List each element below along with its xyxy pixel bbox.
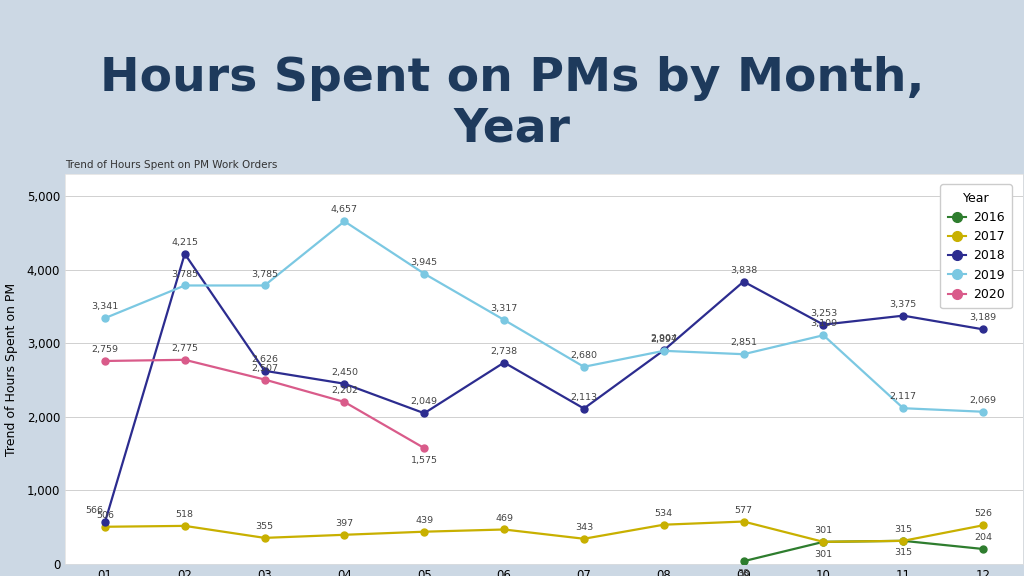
Text: 2,450: 2,450 <box>331 367 358 377</box>
Text: 4,215: 4,215 <box>171 238 199 247</box>
Text: 343: 343 <box>574 523 593 532</box>
Text: 38: 38 <box>737 569 750 576</box>
Text: 301: 301 <box>814 550 833 559</box>
Text: 2,904: 2,904 <box>650 334 677 343</box>
Text: 2,775: 2,775 <box>171 344 199 353</box>
Text: 315: 315 <box>894 548 912 558</box>
Text: 2,117: 2,117 <box>890 392 916 401</box>
Text: Trend of Hours Spent on PM Work Orders: Trend of Hours Spent on PM Work Orders <box>65 161 278 170</box>
Text: 397: 397 <box>335 519 353 528</box>
Text: 3,945: 3,945 <box>411 258 438 267</box>
Text: 3,838: 3,838 <box>730 266 757 275</box>
Text: 518: 518 <box>176 510 194 519</box>
Text: 469: 469 <box>495 514 513 522</box>
Text: 2,759: 2,759 <box>91 345 119 354</box>
Text: 2,113: 2,113 <box>570 393 597 401</box>
Text: 506: 506 <box>96 511 114 520</box>
Text: 4,657: 4,657 <box>331 206 358 214</box>
Text: 204: 204 <box>974 533 992 542</box>
Text: 3,785: 3,785 <box>171 270 199 279</box>
Y-axis label: Trend of Hours Spent on PM: Trend of Hours Spent on PM <box>5 282 18 456</box>
Text: 2,897: 2,897 <box>650 335 677 344</box>
Text: 301: 301 <box>814 526 833 535</box>
Text: 3,341: 3,341 <box>91 302 119 311</box>
Text: 315: 315 <box>894 525 912 534</box>
Text: 2,738: 2,738 <box>490 347 518 355</box>
Text: 2,507: 2,507 <box>251 363 279 373</box>
Text: 534: 534 <box>654 509 673 518</box>
Text: 3,189: 3,189 <box>970 313 996 323</box>
Text: 577: 577 <box>734 506 753 514</box>
Text: 439: 439 <box>415 516 433 525</box>
Legend: 2016, 2017, 2018, 2019, 2020: 2016, 2017, 2018, 2019, 2020 <box>940 184 1012 308</box>
Text: 355: 355 <box>256 522 273 531</box>
Text: 3,317: 3,317 <box>490 304 518 313</box>
Text: Hours Spent on PMs by Month,
Year: Hours Spent on PMs by Month, Year <box>99 56 925 151</box>
Text: 2,626: 2,626 <box>251 355 279 364</box>
Text: 1,575: 1,575 <box>411 456 437 465</box>
Text: 566: 566 <box>85 506 102 516</box>
Text: 526: 526 <box>974 509 992 518</box>
Text: 3,375: 3,375 <box>890 300 916 309</box>
Text: 2,202: 2,202 <box>331 386 358 395</box>
Text: 3,109: 3,109 <box>810 319 837 328</box>
Text: 2,049: 2,049 <box>411 397 437 406</box>
Text: 2,851: 2,851 <box>730 338 757 347</box>
Text: 2,680: 2,680 <box>570 351 597 360</box>
Text: 3,253: 3,253 <box>810 309 837 318</box>
Text: 2,069: 2,069 <box>970 396 996 405</box>
Text: 3,785: 3,785 <box>251 270 279 279</box>
